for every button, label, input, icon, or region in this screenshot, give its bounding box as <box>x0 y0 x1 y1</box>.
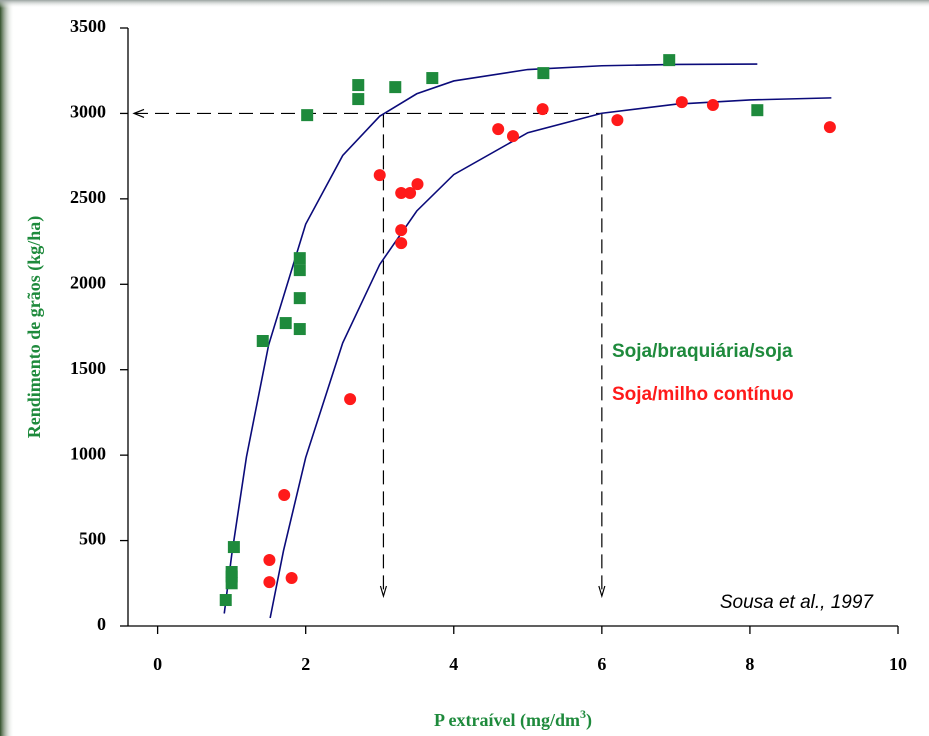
point <box>507 130 519 143</box>
photo-edge <box>0 0 929 8</box>
point <box>426 72 439 85</box>
point <box>293 252 306 265</box>
point <box>285 571 298 584</box>
point <box>278 488 291 501</box>
guide-arrow <box>379 585 388 599</box>
point <box>537 67 550 80</box>
guide-arrow <box>598 585 606 599</box>
y-tick-label: 2500 <box>70 187 106 207</box>
point <box>219 594 232 607</box>
point <box>675 96 688 109</box>
x-tick-label: 10 <box>889 654 907 674</box>
point <box>344 393 357 406</box>
point <box>395 187 408 200</box>
point <box>823 121 836 134</box>
x-tick-label: 2 <box>301 654 310 674</box>
x-tick-label: 6 <box>597 654 606 674</box>
x-tick-label: 4 <box>449 654 458 674</box>
point <box>492 123 505 136</box>
x-axis-label: P extraível (mg/dm3) <box>434 707 592 731</box>
point <box>373 169 386 182</box>
point <box>352 79 365 92</box>
point <box>389 81 402 94</box>
y-tick-label: 500 <box>79 529 106 549</box>
y-tick-label: 3500 <box>70 16 106 36</box>
point <box>352 93 365 106</box>
point <box>263 576 276 589</box>
point <box>227 541 240 554</box>
point <box>751 104 764 117</box>
point <box>279 317 292 330</box>
point <box>395 224 408 237</box>
x-label-part: ) <box>586 710 592 731</box>
point <box>411 178 424 191</box>
point <box>293 292 306 305</box>
point <box>263 554 276 567</box>
point <box>536 103 549 116</box>
point <box>301 109 314 122</box>
y-tick-label: 0 <box>97 614 106 634</box>
point <box>706 99 719 112</box>
x-label-sup: 3 <box>580 707 586 721</box>
fit-curve <box>223 63 758 614</box>
x-tick-label: 0 <box>153 654 162 674</box>
x-label-part: P extraível (mg/dm <box>434 710 580 731</box>
point <box>395 237 408 250</box>
point <box>663 54 676 67</box>
y-tick-label: 1500 <box>70 358 106 378</box>
annotation: Sousa et al., 1997 <box>720 592 875 613</box>
point <box>293 264 306 277</box>
y-tick-label: 1000 <box>70 443 106 463</box>
point <box>256 335 269 348</box>
y-tick-label: 3000 <box>70 102 106 122</box>
legend-entry: Soja/braquiária/soja <box>612 341 793 362</box>
point <box>611 114 624 127</box>
point <box>225 577 238 590</box>
guide-arrow <box>132 108 145 118</box>
x-tick-label: 8 <box>745 654 754 674</box>
fit-curve <box>269 97 832 619</box>
photo-edge <box>0 0 14 736</box>
y-tick-label: 2000 <box>70 272 106 292</box>
legend-entry: Soja/milho contínuo <box>612 384 794 405</box>
point <box>404 187 417 200</box>
point <box>293 323 306 336</box>
y-axis-label: Rendimento de grãos (kg/ha) <box>24 216 45 439</box>
